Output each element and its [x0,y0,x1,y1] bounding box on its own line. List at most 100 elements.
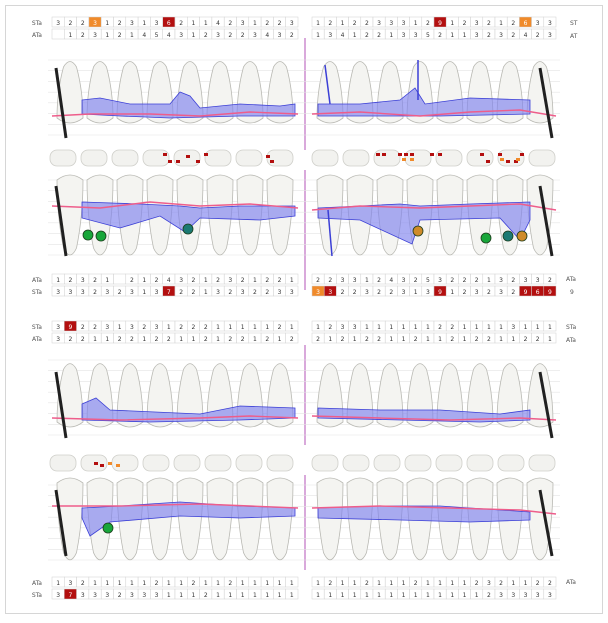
score-value: 2 [487,32,491,39]
tooth-outline [146,477,174,561]
score-value: 1 [216,324,220,331]
score-value: 1 [56,277,60,284]
score-value: 1 [365,324,369,331]
lesion-marker [402,158,406,161]
score-value: 1 [278,336,282,343]
score-value: 3 [290,289,294,296]
tooth-outline [526,477,554,561]
score-value: 1 [179,580,183,587]
right-label-at: AT [570,33,578,40]
row-label-at: AT­a [32,580,42,587]
at-row-left: 1 2 3 1 2 1 4 5 4 3 1 2 3 2 2 3 4 3 2 [51,28,299,40]
score-value: 1 [426,592,430,599]
score-value: 3 [69,289,73,296]
score-value: 2 [377,32,381,39]
score-cell [543,16,557,28]
score-value: 3 [56,324,60,331]
score-value: 1 [278,592,282,599]
occlusal-tooth-left [142,454,170,472]
score-value: 3 [155,324,159,331]
score-value: 1 [463,324,467,331]
score-value: 1 [353,580,357,587]
attachment-line-left [51,111,299,117]
maxilla-lower-tooth-left [176,363,204,428]
lesion-marker [94,462,98,465]
occlusal-tooth-left [235,149,263,167]
score-value: 1 [93,580,97,587]
occlusal-tooth-right [497,454,525,472]
right-label-st: ST­a [566,324,576,331]
implant-marker [412,225,424,237]
score-value: 1 [192,32,196,39]
score-value: 2 [204,336,208,343]
score-value: 1 [316,32,320,39]
score-value: 1 [204,580,208,587]
score-value: 3 [142,592,146,599]
score-value: 1 [353,32,357,39]
score-value: 2 [328,580,332,587]
score-value: 1 [316,324,320,331]
score-value: 1 [353,592,357,599]
score-value: 3 [278,289,282,296]
score-value: 1 [167,580,171,587]
lesion-marker [480,153,484,156]
score-value: 1 [216,592,220,599]
at-row-right: 2 2 3 3 1 2 4 3 2 5 3 2 2 2 1 3 2 3 3 2 [311,273,557,285]
score-cell [543,285,557,297]
score-value: 1 [216,336,220,343]
score-cell [285,273,299,285]
score-value: 3 [105,324,109,331]
score-value: 3 [524,277,528,284]
score-value: 2 [93,289,97,296]
tooth-outline [526,174,554,256]
lesion-marker [176,160,180,163]
score-value: 3 [524,592,528,599]
mandible-lower-tooth-right [526,477,554,561]
tooth-outline [176,477,204,561]
score-value: 1 [438,336,442,343]
score-value: 1 [475,592,479,599]
row-label-at: AT­a [32,277,42,284]
score-value: 3 [548,32,552,39]
score-value: 2 [118,32,122,39]
score-value: 2 [341,289,345,296]
score-value: 2 [204,592,208,599]
score-value: 2 [438,324,442,331]
lesion-marker [520,153,524,156]
probe-line [324,64,331,105]
st-row-right: 3 3 2 2 3 2 2 3 1 3 9 1 2 3 2 3 2 9 6 9 [311,285,557,297]
score-value: 2 [511,32,515,39]
score-value: 1 [463,592,467,599]
score-value: 2 [536,580,540,587]
lesion-marker [498,153,502,156]
score-value: 3 [475,289,479,296]
at-row-right: 1 3 4 1 2 2 1 3 3 5 2 1 1 3 2 3 2 4 2 3 [311,28,557,40]
score-value: 2 [511,20,515,27]
lesion-marker [270,160,274,163]
score-value: 4 [167,277,171,284]
score-value: 2 [328,20,332,27]
score-value: 2 [278,324,282,331]
score-value: 2 [511,289,515,296]
score-value: 3 [402,32,406,39]
score-value: 3 [241,289,245,296]
score-value: 1 [402,580,406,587]
score-value: 2 [179,20,183,27]
right-label-at: AT­a [566,337,576,344]
score-value: 1 [450,580,454,587]
score-value: 3 [105,289,109,296]
score-value: 2 [365,20,369,27]
score-value: 1 [265,580,269,587]
attachment-line-left [52,503,299,509]
score-value: 2 [192,277,196,284]
lesion-marker [500,158,504,161]
gingival-band-left [81,501,296,537]
score-value: 9 [548,289,552,296]
score-value: 4 [216,20,220,27]
score-value: 3 [278,32,282,39]
score-value: 2 [241,277,245,284]
mandible-lower-tooth-right [316,477,344,561]
score-value: 1 [389,32,393,39]
score-value: 2 [130,277,134,284]
attachment-line-right [311,203,557,211]
